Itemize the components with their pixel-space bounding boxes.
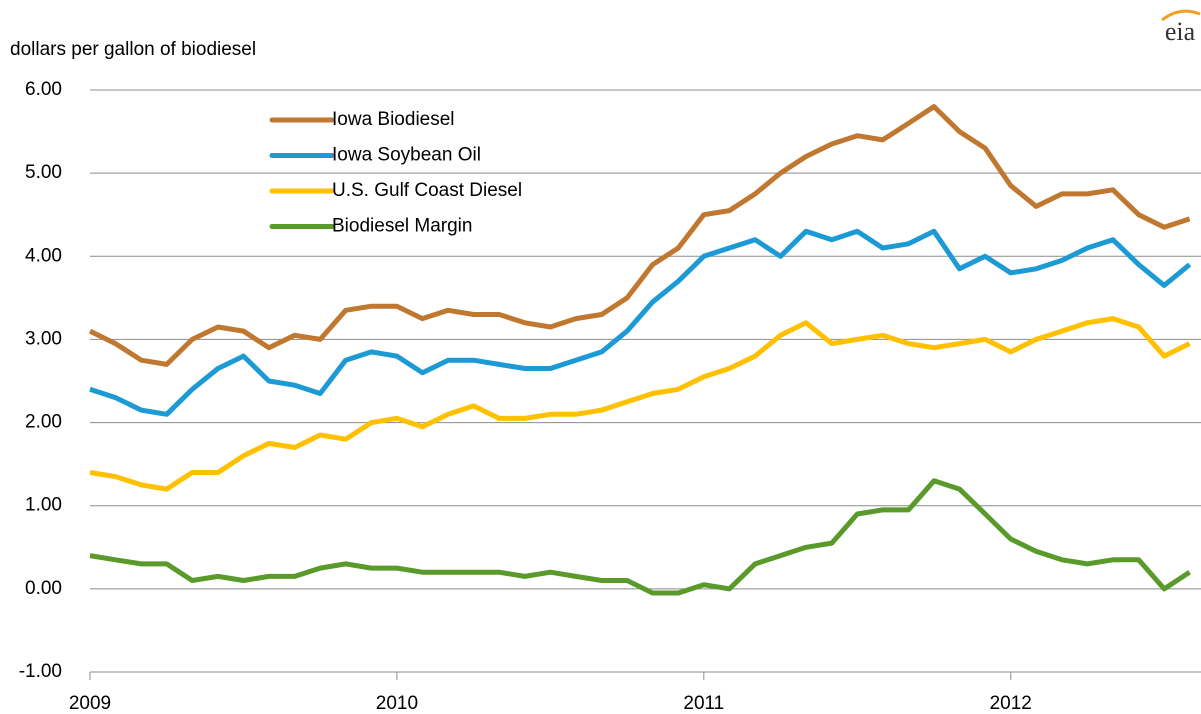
legend-label: Iowa Biodiesel bbox=[332, 109, 455, 130]
y-tick-label: 3.00 bbox=[25, 328, 62, 349]
legend-label: Biodiesel Margin bbox=[332, 216, 472, 237]
legend-label: U.S. Gulf Coast Diesel bbox=[332, 180, 522, 201]
y-tick-label: 5.00 bbox=[25, 162, 62, 183]
y-tick-label: 2.00 bbox=[25, 412, 62, 433]
series-line bbox=[89, 228, 1192, 417]
y-tick-label: 6.00 bbox=[25, 79, 62, 100]
y-axis-label: dollars per gallon of biodiesel bbox=[10, 39, 256, 60]
y-tick-label: 4.00 bbox=[25, 245, 62, 266]
series-line bbox=[89, 478, 1191, 596]
logo: eia bbox=[1165, 17, 1196, 46]
legend-label: Iowa Soybean Oil bbox=[332, 145, 481, 166]
series-line bbox=[88, 104, 1191, 367]
x-tick-label: 2012 bbox=[990, 693, 1032, 714]
series-line bbox=[89, 316, 1191, 492]
logo-arc bbox=[1161, 9, 1201, 22]
x-tick-label: 2011 bbox=[683, 693, 724, 714]
y-tick-label: 1.00 bbox=[25, 495, 62, 516]
x-tick-label: 2009 bbox=[69, 693, 111, 714]
x-tick-label: 2010 bbox=[376, 693, 418, 714]
y-tick-label: 0.00 bbox=[25, 578, 62, 599]
y-tick-label: -1.00 bbox=[19, 661, 62, 682]
